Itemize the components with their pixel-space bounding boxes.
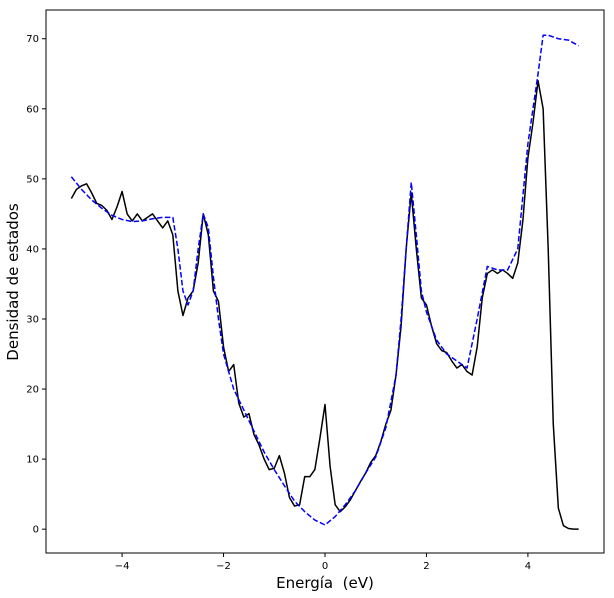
x-tick-label: 2 xyxy=(423,561,429,572)
series-line xyxy=(70,34,580,526)
y-tick-label: 50 xyxy=(26,174,39,185)
y-tick-label: 70 xyxy=(26,34,39,45)
x-tick-label: −4 xyxy=(115,561,130,572)
x-tick-label: 0 xyxy=(322,561,328,572)
series-line xyxy=(70,80,579,530)
y-tick-label: 20 xyxy=(26,385,39,396)
y-tick-label: 30 xyxy=(26,314,39,325)
y-axis-label: Densidad de estados xyxy=(4,203,22,361)
y-tick-label: 40 xyxy=(26,244,39,255)
y-tick-label: 60 xyxy=(26,104,39,115)
x-tick-label: −2 xyxy=(216,561,231,572)
x-axis-label: Energía (eV) xyxy=(276,574,374,592)
plot-frame xyxy=(45,9,605,554)
y-tick-label: 10 xyxy=(26,455,39,466)
x-tick-label: 4 xyxy=(525,561,531,572)
y-tick-label: 0 xyxy=(33,525,39,536)
